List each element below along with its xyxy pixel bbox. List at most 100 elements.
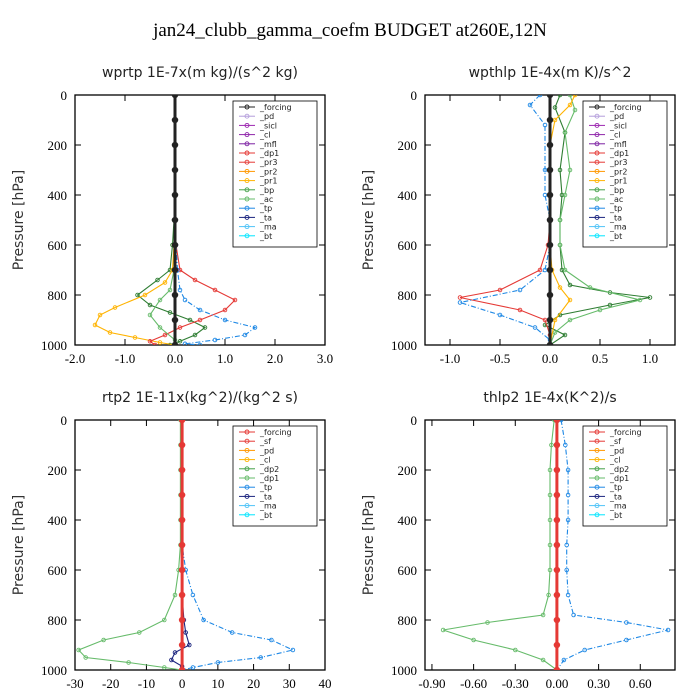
data-point xyxy=(215,660,221,665)
data-point xyxy=(557,95,563,98)
legend-entry: _ta xyxy=(609,213,622,222)
legend-entry: _ac xyxy=(609,195,623,204)
data-point xyxy=(517,287,523,293)
legend-marker xyxy=(244,224,250,230)
y-tick-label: 200 xyxy=(48,463,68,478)
data-point xyxy=(201,617,206,623)
y-tick-label: 0 xyxy=(411,88,418,103)
data-point xyxy=(177,325,183,330)
data-point xyxy=(172,592,178,598)
legend-entry: _mfl xyxy=(609,140,627,149)
legend-marker xyxy=(244,178,250,184)
data-point xyxy=(647,295,653,300)
y-tick-label: 200 xyxy=(48,138,68,153)
series-line-bp xyxy=(136,95,207,345)
data-point xyxy=(178,466,186,474)
legend-marker xyxy=(594,493,600,499)
data-point xyxy=(155,277,160,283)
legend-entry: _cl xyxy=(259,131,271,140)
legend-entry: _ma xyxy=(259,502,277,511)
y-tick-label: 600 xyxy=(398,563,418,578)
y-axis-label: Pressure [hPa] xyxy=(361,495,377,595)
series-layer xyxy=(457,95,653,345)
y-tick-label: 200 xyxy=(398,138,418,153)
data-point xyxy=(564,567,569,573)
y-tick-label: 1000 xyxy=(391,663,417,678)
data-point xyxy=(546,241,554,249)
data-point xyxy=(513,647,518,653)
legend-entry: _pd xyxy=(259,446,274,455)
data-point xyxy=(171,341,179,345)
data-point xyxy=(192,277,198,283)
data-point xyxy=(557,167,563,173)
data-point xyxy=(582,647,587,653)
data-point xyxy=(97,312,103,318)
data-point xyxy=(546,95,554,99)
data-point xyxy=(559,192,565,198)
data-point xyxy=(178,491,186,499)
data-point xyxy=(440,627,446,633)
data-point xyxy=(152,342,158,345)
data-point xyxy=(92,322,98,328)
legend-entry: _tp xyxy=(259,483,272,492)
y-tick-label: 600 xyxy=(48,563,68,578)
legend-entry: _dp1 xyxy=(609,474,629,483)
data-point xyxy=(132,335,138,340)
data-point xyxy=(171,216,179,224)
legend-marker xyxy=(244,104,250,110)
x-tick-label: 1.0 xyxy=(217,351,233,366)
data-point xyxy=(192,332,198,338)
data-point xyxy=(553,566,561,574)
series-line-ac xyxy=(549,95,641,345)
data-point xyxy=(565,517,571,523)
x-tick-label: 2.0 xyxy=(267,351,283,366)
data-point xyxy=(202,325,208,330)
data-point xyxy=(212,287,218,293)
data-point xyxy=(547,542,553,548)
data-point xyxy=(546,191,554,199)
data-point xyxy=(565,592,571,598)
x-tick-label: 30 xyxy=(283,676,296,691)
data-point xyxy=(197,307,203,313)
data-point xyxy=(167,342,173,345)
y-tick-label: 400 xyxy=(48,513,68,528)
data-point xyxy=(178,441,186,449)
panel-title: wprtp 1E-7x(m kg)/(s^2 kg) xyxy=(102,65,298,81)
series-line-tp xyxy=(457,95,551,345)
legend-marker xyxy=(244,205,250,211)
data-point xyxy=(553,420,561,424)
data-point xyxy=(178,641,186,649)
data-point xyxy=(562,332,568,338)
x-tick-label: 1.0 xyxy=(642,351,658,366)
y-tick-label: 400 xyxy=(48,188,68,203)
data-point xyxy=(537,95,543,98)
data-point xyxy=(171,291,179,299)
data-point xyxy=(553,491,561,499)
data-point xyxy=(167,310,173,315)
legend-marker xyxy=(244,475,250,481)
data-point xyxy=(83,655,88,660)
legend-marker xyxy=(594,141,600,147)
legend-marker xyxy=(244,113,250,119)
data-point xyxy=(147,312,153,318)
legend-entry: _bp xyxy=(609,186,624,195)
data-point xyxy=(242,332,248,338)
legend-marker xyxy=(244,457,250,463)
legend-marker xyxy=(244,168,250,174)
data-point xyxy=(172,650,178,655)
data-point xyxy=(553,666,561,670)
series-line-dp1 xyxy=(77,420,183,670)
legend-marker xyxy=(244,233,250,239)
data-point xyxy=(547,517,553,523)
data-point xyxy=(162,665,167,670)
x-tick-label: -0.30 xyxy=(502,676,529,691)
data-point xyxy=(540,657,546,663)
data-point xyxy=(171,241,179,249)
data-point xyxy=(527,102,533,108)
series-layer xyxy=(440,420,671,670)
data-point xyxy=(624,637,629,643)
legend-marker xyxy=(594,503,600,509)
legend-marker xyxy=(244,196,250,202)
x-tick-label: 0.30 xyxy=(587,676,610,691)
